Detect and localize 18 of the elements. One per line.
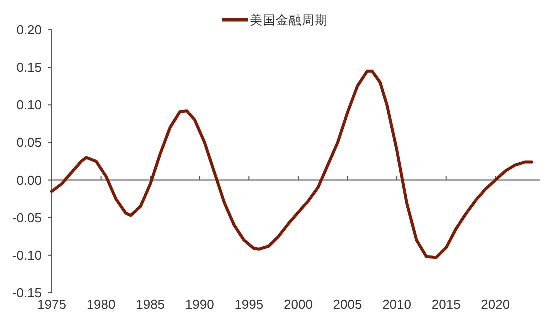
y-tick-label: 0.15 xyxy=(16,60,42,76)
x-tick-label: 2015 xyxy=(432,297,461,312)
x-tick-label: 1980 xyxy=(86,297,116,312)
x-tick-label: 1990 xyxy=(185,297,214,312)
y-tick-label: 0.00 xyxy=(16,172,42,188)
x-tick-label: 1995 xyxy=(234,297,264,312)
legend-label: 美国金融周期 xyxy=(250,12,328,28)
x-tick-label: 2000 xyxy=(284,297,313,312)
y-tick-label: 0.20 xyxy=(16,22,42,38)
y-tick-label: 0.10 xyxy=(16,98,42,113)
x-tick-label: 2010 xyxy=(382,297,412,312)
x-tick-label: 1985 xyxy=(136,297,166,312)
x-tick-label: 2020 xyxy=(481,297,510,312)
y-tick-label: -0.05 xyxy=(12,210,42,226)
x-tick-label: 2005 xyxy=(333,297,362,312)
y-tick-label: -0.10 xyxy=(12,248,42,263)
line-series xyxy=(50,70,534,260)
y-tick-label: 0.05 xyxy=(16,135,42,150)
